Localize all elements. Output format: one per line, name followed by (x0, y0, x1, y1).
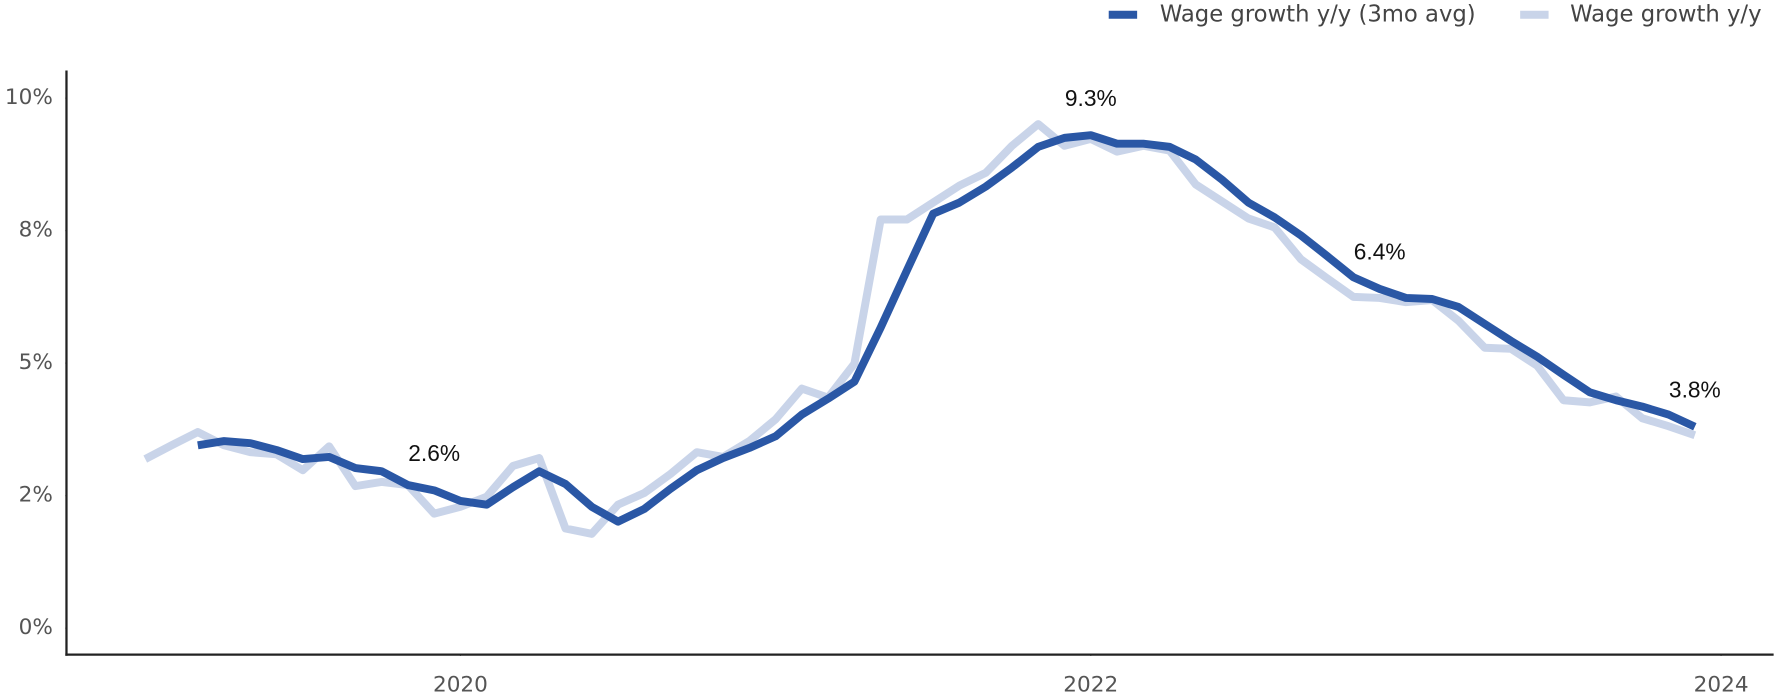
legend: Wage growth y/y (3mo avg) Wage growth y/… (1108, 1, 1762, 27)
y-tick-label: 8% (19, 218, 53, 243)
legend-label: Wage growth y/y (3mo avg) (1160, 1, 1476, 27)
value-label: 6.4% (1354, 239, 1406, 265)
y-tick-label: 0% (19, 615, 53, 640)
value-label: 3.8% (1669, 377, 1721, 403)
value-label: 9.3% (1065, 85, 1117, 111)
x-tick-label: 2022 (1063, 672, 1118, 697)
y-tick-label: 5% (19, 350, 53, 375)
x-tick-label: 2024 (1694, 672, 1749, 697)
y-tick-label: 10% (5, 85, 53, 110)
x-tick-label: 2020 (433, 672, 488, 697)
legend-label: Wage growth y/y (1570, 1, 1761, 27)
y-tick-label: 2% (19, 483, 53, 508)
series-line (197, 131, 1697, 526)
value-label: 2.6% (408, 440, 460, 466)
